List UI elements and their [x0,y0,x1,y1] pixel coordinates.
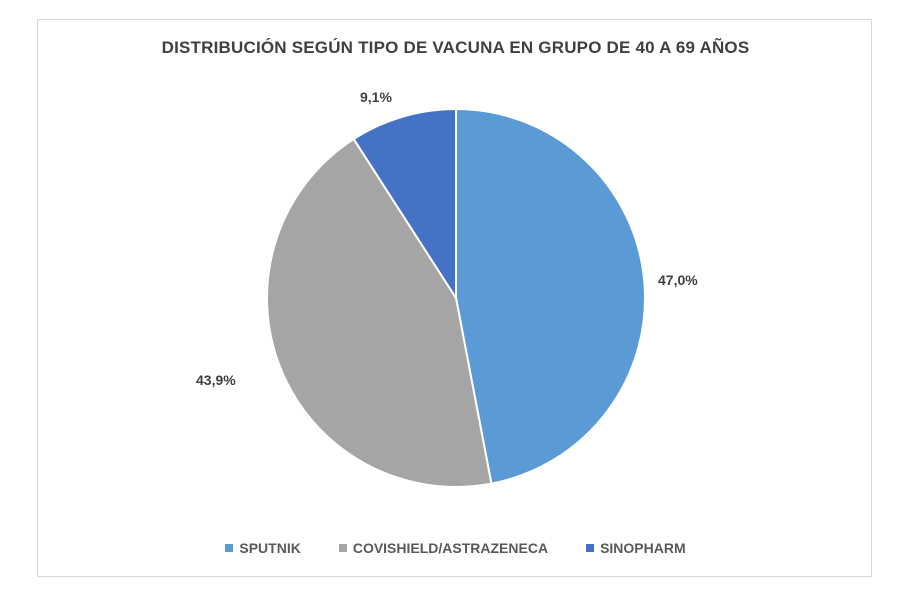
legend-swatch-icon [586,544,595,552]
chart-title: DISTRIBUCIÓN SEGÚN TIPO DE VACUNA EN GRU… [161,38,750,57]
legend-item-sputnik: SPUTNIK [225,540,301,556]
data-label-covishield: 43,9% [196,372,236,388]
legend-item-covishield: COVISHIELD/ASTRAZENECA [338,540,549,556]
legend-label: COVISHIELD/ASTRAZENECA [352,540,549,556]
legend: SPUTNIK COVISHIELD/ASTRAZENECA SINOPHARM [38,540,873,556]
legend-label: SPUTNIK [239,540,301,556]
legend-label: SINOPHARM [600,540,686,556]
chart-area: DISTRIBUCIÓN SEGÚN TIPO DE VACUNA EN GRU… [37,19,872,577]
legend-swatch-icon [338,544,347,552]
slice-sinopharm [352,107,457,302]
pie-plot [266,107,646,488]
slice-sputnik [455,107,646,485]
legend-swatch-icon [225,544,234,552]
data-label-sputnik: 47,0% [658,272,698,288]
slice-covishield [266,137,493,488]
data-label-sinopharm: 9,1% [360,89,392,105]
legend-item-sinopharm: SINOPHARM [586,540,686,556]
